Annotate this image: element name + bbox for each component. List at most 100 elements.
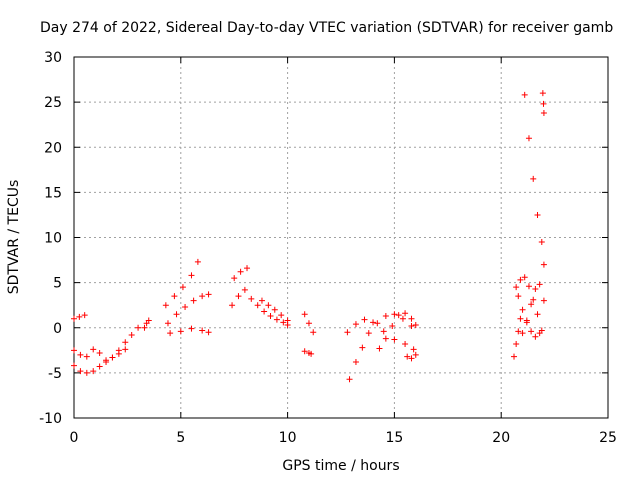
data-point	[77, 351, 84, 358]
series-seg5	[162, 258, 201, 309]
data-point	[382, 335, 389, 342]
data-point	[346, 376, 353, 383]
data-point	[258, 297, 265, 304]
data-point	[404, 353, 411, 360]
y-tick-label: -5	[48, 366, 62, 382]
data-point	[532, 285, 539, 292]
data-point	[530, 175, 537, 182]
data-point	[412, 351, 419, 358]
y-tick-label: 0	[53, 321, 62, 337]
data-point	[301, 348, 308, 355]
data-point	[145, 317, 152, 324]
data-point	[528, 301, 535, 308]
data-point	[229, 302, 236, 309]
data-point	[71, 347, 77, 354]
data-point	[538, 239, 545, 246]
data-point	[273, 316, 280, 323]
data-point	[190, 297, 197, 304]
data-point	[177, 328, 184, 335]
x-tick-label: 5	[176, 430, 185, 446]
data-point	[265, 302, 272, 309]
data-point	[267, 313, 274, 320]
data-point	[310, 329, 317, 336]
series-seg10	[258, 297, 291, 324]
series-seg20	[515, 293, 543, 340]
series-seg12	[301, 348, 315, 357]
data-point	[391, 336, 398, 343]
data-point	[77, 368, 84, 375]
series-seg8	[231, 265, 251, 282]
data-point	[517, 276, 524, 283]
y-tick-label: 10	[44, 231, 62, 247]
data-point	[231, 275, 238, 282]
data-point	[71, 362, 77, 369]
x-tick-label: 15	[385, 430, 403, 446]
data-point	[536, 281, 543, 288]
data-point	[399, 315, 406, 322]
data-point	[109, 354, 116, 361]
data-point	[525, 135, 532, 142]
y-tick-label: -10	[39, 411, 62, 427]
data-point	[199, 293, 206, 300]
series-seg17	[511, 315, 524, 360]
data-point	[389, 322, 396, 329]
data-point	[523, 319, 530, 326]
y-tick-label: 15	[44, 185, 62, 201]
data-point	[380, 328, 387, 335]
y-axis-label: SDTVAR / TECUs	[6, 180, 22, 295]
data-point	[164, 320, 171, 327]
data-point	[301, 311, 308, 318]
data-point	[352, 359, 359, 366]
data-point	[532, 333, 539, 340]
data-point	[513, 340, 520, 347]
series-seg6	[164, 291, 212, 327]
data-point	[188, 272, 195, 279]
series-seg9	[229, 286, 291, 329]
y-tick-label: 30	[44, 50, 62, 66]
data-point	[540, 261, 547, 268]
y-tick-label: 25	[44, 95, 62, 111]
series-seg16	[404, 351, 419, 362]
series-seg2	[71, 346, 129, 364]
data-point	[81, 312, 88, 319]
data-point	[205, 329, 212, 336]
data-point	[391, 311, 398, 318]
data-point	[408, 322, 415, 329]
data-point	[365, 330, 372, 337]
data-point	[188, 325, 195, 332]
data-point	[278, 312, 285, 319]
data-point	[141, 324, 148, 331]
data-point	[205, 291, 212, 298]
data-point	[135, 324, 142, 331]
data-point	[122, 346, 129, 353]
data-point	[525, 283, 532, 290]
data-points	[71, 90, 547, 383]
y-tick-label: 5	[53, 276, 62, 292]
series-seg14	[344, 316, 417, 353]
series-seg3	[71, 324, 142, 376]
data-point	[182, 303, 189, 310]
data-point	[515, 293, 522, 300]
data-point	[395, 312, 402, 319]
data-point	[248, 295, 255, 302]
series-seg11	[301, 311, 317, 336]
series-seg18	[513, 274, 545, 334]
series-seg13	[346, 311, 415, 383]
data-point	[412, 322, 419, 329]
x-axis-label: GPS time / hours	[282, 458, 399, 474]
data-point	[540, 100, 547, 107]
ticks	[73, 56, 609, 419]
x-tick-label: 10	[279, 430, 297, 446]
data-point	[167, 330, 174, 337]
data-point	[536, 330, 543, 337]
data-point	[194, 258, 201, 265]
data-point	[540, 297, 547, 304]
data-point	[519, 306, 526, 313]
data-point	[540, 109, 547, 116]
data-point	[173, 311, 180, 318]
data-point	[96, 363, 103, 370]
data-point	[528, 328, 535, 335]
data-point	[513, 284, 520, 291]
x-tick-labels: 0 5 10 15 20 25	[70, 430, 617, 446]
